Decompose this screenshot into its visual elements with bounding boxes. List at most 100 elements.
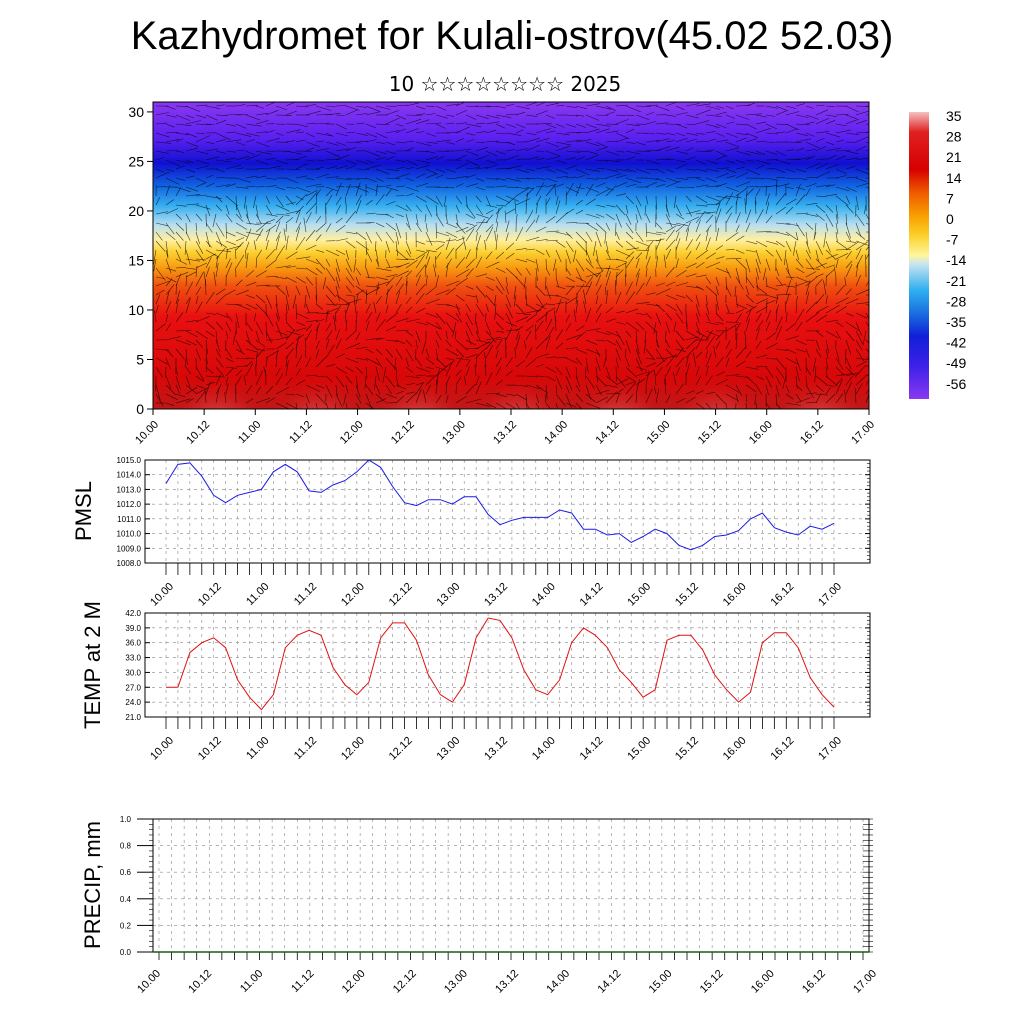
wind-vector [745, 240, 758, 245]
wind-vector [625, 195, 635, 205]
wind-vector [835, 330, 842, 340]
wind-vector [595, 188, 610, 197]
y-tick-label: 1009.0 [117, 544, 142, 553]
wind-vector [565, 165, 577, 170]
wind-vector [835, 129, 851, 134]
x-tick-label: 13.00 [434, 735, 462, 763]
wind-vector [205, 292, 215, 305]
wind-vector [744, 331, 747, 341]
wind-vector [515, 168, 529, 173]
wind-vector [195, 182, 207, 188]
wind-vector [165, 123, 175, 128]
wind-vector [825, 163, 839, 170]
x-tick-label: 13.00 [442, 968, 470, 996]
wind-vector [655, 388, 660, 404]
wind-vector [785, 206, 794, 215]
wind-vector [665, 312, 673, 321]
wind-vector [715, 340, 721, 350]
wind-vector [795, 147, 805, 152]
wind-vector [815, 249, 819, 262]
wind-vector [615, 258, 627, 263]
wind-vector [595, 159, 609, 162]
wind-vector [725, 105, 734, 110]
wind-vector [755, 196, 757, 206]
wind-vector [385, 384, 392, 394]
wind-vector [645, 222, 647, 238]
wind-vector [805, 231, 809, 245]
wind-vector [535, 258, 539, 272]
wind-vector [225, 157, 236, 161]
wind-vector [605, 391, 617, 404]
wind-vector [565, 334, 582, 341]
wind-vector [645, 213, 651, 223]
wind-vector [275, 235, 280, 251]
wind-vector [645, 292, 656, 296]
wind-vector [255, 303, 268, 315]
wind-vector [715, 195, 728, 206]
wind-vector [644, 204, 647, 216]
y-tick-label: 33.0 [125, 654, 141, 663]
wind-vector [705, 195, 721, 202]
wind-vector [415, 330, 421, 343]
wind-vector [745, 366, 759, 370]
wind-vector [185, 375, 191, 388]
wind-vector [185, 271, 197, 278]
wind-vector [385, 156, 395, 161]
heatmap-y-tick-label: 10 [128, 302, 144, 318]
wind-vector [605, 186, 614, 191]
wind-vector [545, 197, 551, 206]
wind-vector [575, 156, 586, 161]
wind-vector [244, 195, 247, 209]
wind-vector [555, 145, 570, 152]
wind-vector [365, 303, 371, 314]
wind-vector [735, 167, 745, 170]
wind-vector [795, 357, 801, 371]
wind-vector [665, 222, 681, 226]
wind-vector [685, 273, 697, 278]
wind-vector [405, 306, 413, 314]
wind-vector [575, 283, 585, 296]
wind-vector [465, 383, 476, 395]
wind-vector [425, 173, 437, 179]
wind-vector [285, 402, 298, 409]
wind-vector [385, 186, 399, 191]
wind-vector [265, 312, 274, 327]
wind-vector [535, 195, 542, 206]
colorbar-label: 28 [946, 129, 962, 145]
wind-vector [545, 184, 556, 197]
wind-vector [535, 402, 540, 409]
wind-vector [555, 357, 567, 359]
wind-vector [595, 249, 599, 262]
wind-vector [495, 379, 503, 386]
wind-vector [765, 276, 768, 287]
wind-vector [435, 244, 445, 251]
wind-vector [165, 301, 172, 314]
wind-vector [295, 139, 306, 143]
wind-vector [475, 356, 477, 368]
wind-vector [515, 402, 521, 409]
wind-vector [555, 375, 563, 390]
wind-vector [795, 267, 805, 274]
wind-vector [515, 158, 526, 161]
wind-vector [325, 223, 332, 233]
wind-vector [565, 375, 573, 391]
wind-vector [495, 276, 505, 291]
wind-vector [275, 204, 290, 212]
wind-vector [845, 176, 858, 179]
wind-vector [665, 102, 676, 107]
wind-vector [375, 296, 382, 305]
wind-vector [535, 320, 544, 332]
wind-vector [845, 195, 851, 205]
wind-vector [475, 303, 485, 317]
wind-vector [355, 285, 369, 296]
wind-vector [245, 204, 249, 219]
wind-vector [525, 168, 535, 172]
wind-vector [265, 150, 276, 152]
wind-vector [465, 213, 475, 220]
wind-vector [535, 203, 538, 215]
wind-vector [245, 281, 257, 287]
wind-vector [235, 357, 249, 360]
wind-vector [745, 393, 748, 403]
wind-vector [665, 225, 677, 233]
wind-vector [325, 141, 339, 146]
